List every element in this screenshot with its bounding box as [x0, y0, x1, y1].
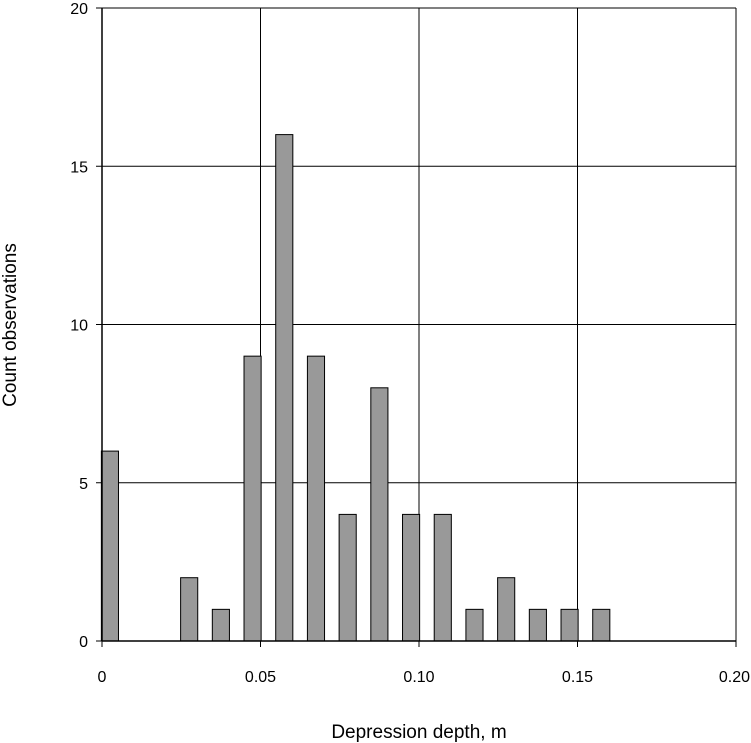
bar	[338, 513, 357, 642]
x-tick-label: 0.20	[719, 669, 750, 686]
bar	[402, 513, 421, 642]
ticks: 0 5 10 15 20 0 0.05 0.10 0.15 0.20	[70, 1, 750, 686]
bar	[560, 608, 579, 642]
bar	[306, 355, 326, 642]
bar	[243, 355, 262, 642]
y-tick-label: 5	[79, 476, 88, 493]
grid-lines	[102, 7, 737, 641]
y-tick-label: 10	[70, 318, 88, 335]
y-tick-label: 20	[70, 1, 88, 18]
bar	[465, 608, 484, 642]
bar	[275, 134, 294, 642]
x-tick-label: 0	[98, 669, 107, 686]
bars	[100, 134, 611, 642]
bar	[211, 608, 230, 642]
bar	[528, 608, 547, 642]
y-axis-label: Count observations	[0, 243, 21, 407]
bar	[497, 577, 516, 642]
y-tick-label: 15	[70, 159, 88, 176]
x-tick-label: 0.15	[562, 669, 593, 686]
x-tick-label: 0.05	[245, 669, 276, 686]
bar	[592, 608, 611, 642]
y-tick-label: 0	[79, 634, 88, 651]
bar	[370, 387, 389, 642]
x-axis-label: Depression depth, m	[331, 722, 506, 743]
bar	[100, 450, 119, 642]
bar	[433, 513, 452, 642]
bar	[180, 577, 199, 642]
x-tick-label: 0.10	[403, 669, 434, 686]
